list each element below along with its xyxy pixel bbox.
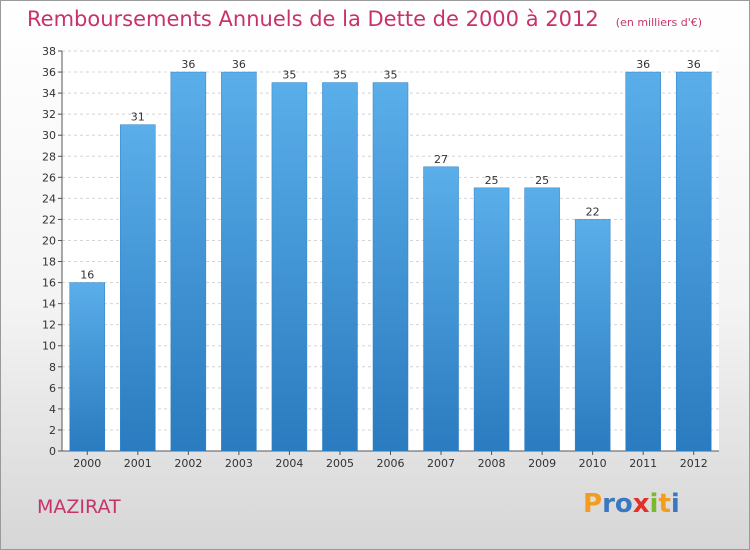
y-tick-label: 36 bbox=[42, 66, 56, 79]
bar bbox=[524, 187, 560, 452]
bar bbox=[120, 124, 156, 452]
bar bbox=[574, 219, 611, 452]
y-tick-label: 28 bbox=[42, 150, 56, 163]
chart-subtitle: (en milliers d'€) bbox=[615, 16, 703, 29]
y-tick-label: 0 bbox=[49, 445, 56, 458]
bar-value-label: 27 bbox=[434, 153, 448, 166]
bar bbox=[423, 166, 459, 452]
bar-value-label: 25 bbox=[535, 174, 549, 187]
bar-value-label: 36 bbox=[687, 58, 701, 71]
y-tick-label: 26 bbox=[42, 171, 56, 184]
y-tick-label: 22 bbox=[42, 213, 56, 226]
x-tick-label: 2009 bbox=[528, 457, 556, 470]
bar-value-label: 35 bbox=[282, 69, 296, 82]
logo-letter: i bbox=[670, 489, 680, 519]
x-tick-label: 2011 bbox=[629, 457, 657, 470]
y-tick-label: 4 bbox=[49, 403, 56, 416]
bar-value-label: 35 bbox=[384, 69, 398, 82]
bar bbox=[271, 82, 308, 452]
logo-letter: i bbox=[649, 489, 659, 519]
logo-letter: o bbox=[614, 489, 633, 519]
y-tick-label: 16 bbox=[42, 277, 56, 290]
y-tick-label: 18 bbox=[42, 256, 56, 269]
bar bbox=[473, 187, 510, 452]
y-tick-label: 12 bbox=[42, 319, 56, 332]
bar bbox=[675, 71, 712, 452]
y-tick-label: 32 bbox=[42, 108, 56, 121]
x-tick-label: 2007 bbox=[427, 457, 455, 470]
bar-value-label: 25 bbox=[485, 174, 499, 187]
bar bbox=[372, 82, 409, 452]
logo-letter: P bbox=[583, 489, 603, 519]
y-tick-label: 30 bbox=[42, 129, 56, 142]
x-tick-label: 2001 bbox=[124, 457, 152, 470]
bar bbox=[221, 71, 257, 452]
bar bbox=[322, 82, 358, 452]
bar bbox=[170, 71, 207, 452]
bar-value-label: 36 bbox=[636, 58, 650, 71]
logo-letter: t bbox=[658, 489, 671, 519]
y-tick-label: 8 bbox=[49, 361, 56, 374]
bar-value-label: 31 bbox=[131, 111, 145, 124]
bar-value-label: 36 bbox=[232, 58, 246, 71]
x-tick-label: 2003 bbox=[225, 457, 253, 470]
x-tick-label: 2004 bbox=[275, 457, 303, 470]
chart-title: Remboursements Annuels de la Dette de 20… bbox=[27, 7, 599, 31]
x-tick-label: 2005 bbox=[326, 457, 354, 470]
bar-value-label: 16 bbox=[80, 269, 94, 282]
y-tick-label: 2 bbox=[49, 424, 56, 437]
y-tick-label: 38 bbox=[42, 45, 56, 58]
bar-value-label: 36 bbox=[181, 58, 195, 71]
x-tick-label: 2002 bbox=[174, 457, 202, 470]
y-tick-label: 24 bbox=[42, 192, 56, 205]
bar bbox=[625, 71, 661, 452]
bar bbox=[69, 282, 106, 452]
y-tick-label: 34 bbox=[42, 87, 56, 100]
x-tick-label: 2000 bbox=[73, 457, 101, 470]
commune-name: MAZIRAT bbox=[37, 496, 121, 518]
bar-value-label: 22 bbox=[586, 205, 600, 218]
title-line: Remboursements Annuels de la Dette de 20… bbox=[27, 7, 702, 31]
y-tick-label: 6 bbox=[49, 382, 56, 395]
x-tick-label: 2012 bbox=[680, 457, 708, 470]
y-tick-label: 10 bbox=[42, 340, 56, 353]
proxiti-logo: Proxiti bbox=[583, 489, 680, 519]
y-tick-label: 20 bbox=[42, 234, 56, 247]
logo-letter: x bbox=[632, 489, 650, 519]
bar-value-label: 35 bbox=[333, 69, 347, 82]
y-tick-label: 14 bbox=[42, 298, 56, 311]
logo-letter: r bbox=[602, 489, 615, 519]
x-tick-label: 2010 bbox=[579, 457, 607, 470]
x-tick-label: 2006 bbox=[377, 457, 405, 470]
x-tick-label: 2008 bbox=[478, 457, 506, 470]
